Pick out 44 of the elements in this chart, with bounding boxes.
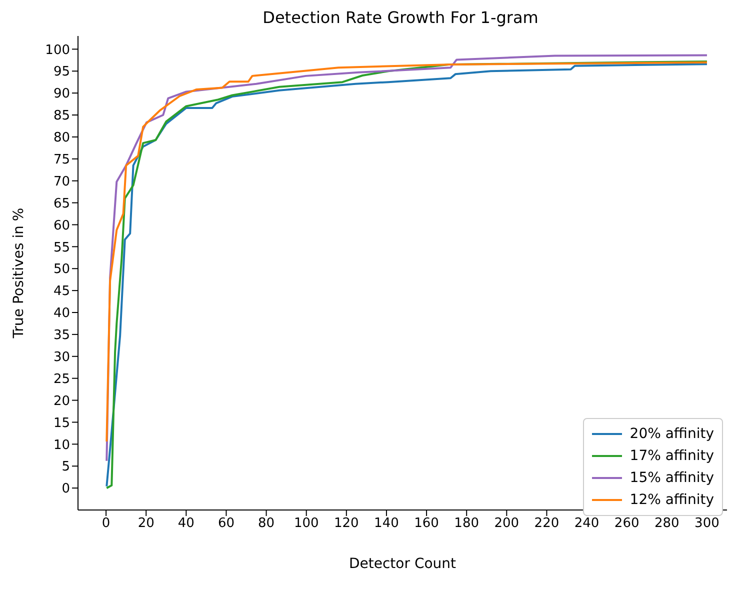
y-tick-label: 75 bbox=[53, 152, 70, 168]
x-tick-label: 300 bbox=[694, 516, 720, 532]
x-tick-label: 160 bbox=[414, 516, 439, 532]
x-tick-label: 40 bbox=[178, 516, 194, 532]
y-tick-label: 30 bbox=[53, 350, 70, 366]
chart-title: Detection Rate Growth For 1-gram bbox=[262, 8, 540, 29]
legend-label: 15% affinity bbox=[630, 469, 714, 488]
y-tick-label: 65 bbox=[53, 196, 70, 212]
x-axis-title: Detector Count bbox=[348, 556, 457, 572]
y-tick-label: 15 bbox=[53, 416, 70, 431]
x-tick-label: 0 bbox=[102, 516, 110, 532]
x-tick-label: 220 bbox=[534, 516, 560, 532]
x-tick-label: 260 bbox=[614, 516, 640, 532]
x-tick-label: 80 bbox=[258, 516, 275, 532]
y-tick-label: 90 bbox=[53, 86, 70, 102]
y-tick-label: 95 bbox=[53, 64, 70, 80]
y-tick-label: 85 bbox=[53, 108, 70, 124]
legend-label: 12% affinity bbox=[630, 491, 714, 510]
y-tick-label: 25 bbox=[53, 372, 70, 387]
x-tick-label: 180 bbox=[454, 516, 480, 532]
x-tick-label: 140 bbox=[374, 516, 399, 532]
x-tick-label: 200 bbox=[494, 516, 520, 532]
y-tick-label: 45 bbox=[53, 284, 70, 300]
y-tick-label: 35 bbox=[53, 328, 70, 344]
y-tick-label: 20 bbox=[53, 394, 70, 409]
y-tick-label: 50 bbox=[53, 262, 70, 278]
y-tick-label: 0 bbox=[62, 482, 70, 497]
legend-label: 17% affinity bbox=[630, 447, 714, 466]
x-tick-label: 60 bbox=[218, 516, 234, 532]
y-axis-title: True Positives in % bbox=[10, 208, 27, 340]
y-tick-label: 55 bbox=[53, 240, 70, 256]
x-tick-label: 280 bbox=[654, 516, 680, 532]
x-tick-label: 240 bbox=[574, 516, 600, 532]
y-tick-label: 100 bbox=[45, 42, 70, 58]
y-tick-label: 40 bbox=[53, 306, 70, 322]
x-tick-label: 20 bbox=[138, 516, 154, 532]
x-tick-label: 120 bbox=[334, 516, 359, 532]
y-tick-label: 80 bbox=[53, 130, 70, 146]
legend-label: 20% affinity bbox=[630, 425, 714, 444]
y-tick-label: 10 bbox=[53, 438, 70, 453]
y-tick-label: 5 bbox=[62, 460, 70, 475]
x-tick-label: 100 bbox=[294, 516, 319, 532]
y-tick-label: 70 bbox=[53, 174, 70, 190]
y-tick-label: 60 bbox=[53, 218, 70, 234]
